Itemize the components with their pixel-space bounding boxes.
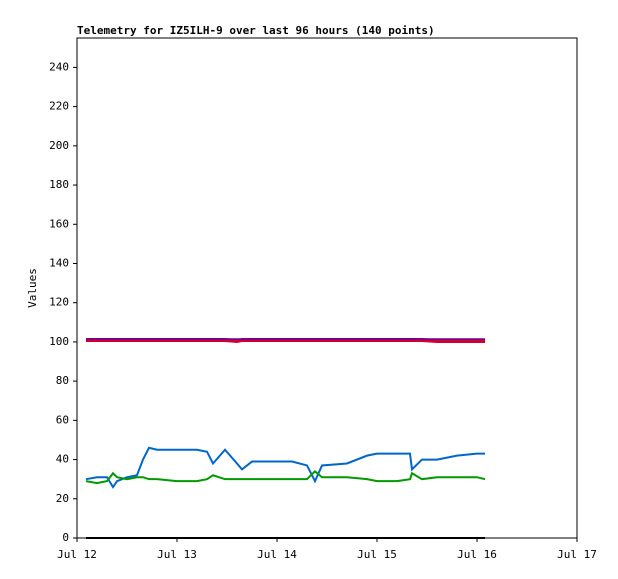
x-tick-label: Jul 12: [57, 548, 97, 561]
x-tick-label: Jul 13: [157, 548, 197, 561]
y-tick-label: 240: [49, 60, 69, 73]
y-tick-label: 100: [49, 335, 69, 348]
y-tick-label: 0: [62, 531, 69, 544]
x-tick-label: Jul 17: [557, 548, 597, 561]
y-tick-label: 200: [49, 139, 69, 152]
series-line: [85, 446, 485, 489]
x-tick-label: Jul 16: [457, 548, 497, 561]
y-tick-label: 220: [49, 100, 69, 113]
y-tick-label: 80: [56, 374, 69, 387]
chart-title: Telemetry for IZ5ILH-9 over last 96 hour…: [77, 24, 435, 37]
series-line: [85, 469, 486, 485]
x-tick-label: Jul 15: [357, 548, 397, 561]
y-tick-label: 180: [49, 178, 69, 191]
x-tick-label: Jul 14: [257, 548, 297, 561]
series-line: [86, 337, 485, 343]
plot-frame: [76, 37, 578, 539]
y-tick-label: 20: [56, 492, 69, 505]
y-tick-label: 120: [49, 296, 69, 309]
y-tick-label: 60: [56, 413, 69, 426]
y-tick-label: 40: [56, 453, 69, 466]
y-tick-label: 140: [49, 256, 69, 269]
y-tick-label: 160: [49, 217, 69, 230]
y-axis-label: Values: [26, 268, 39, 308]
